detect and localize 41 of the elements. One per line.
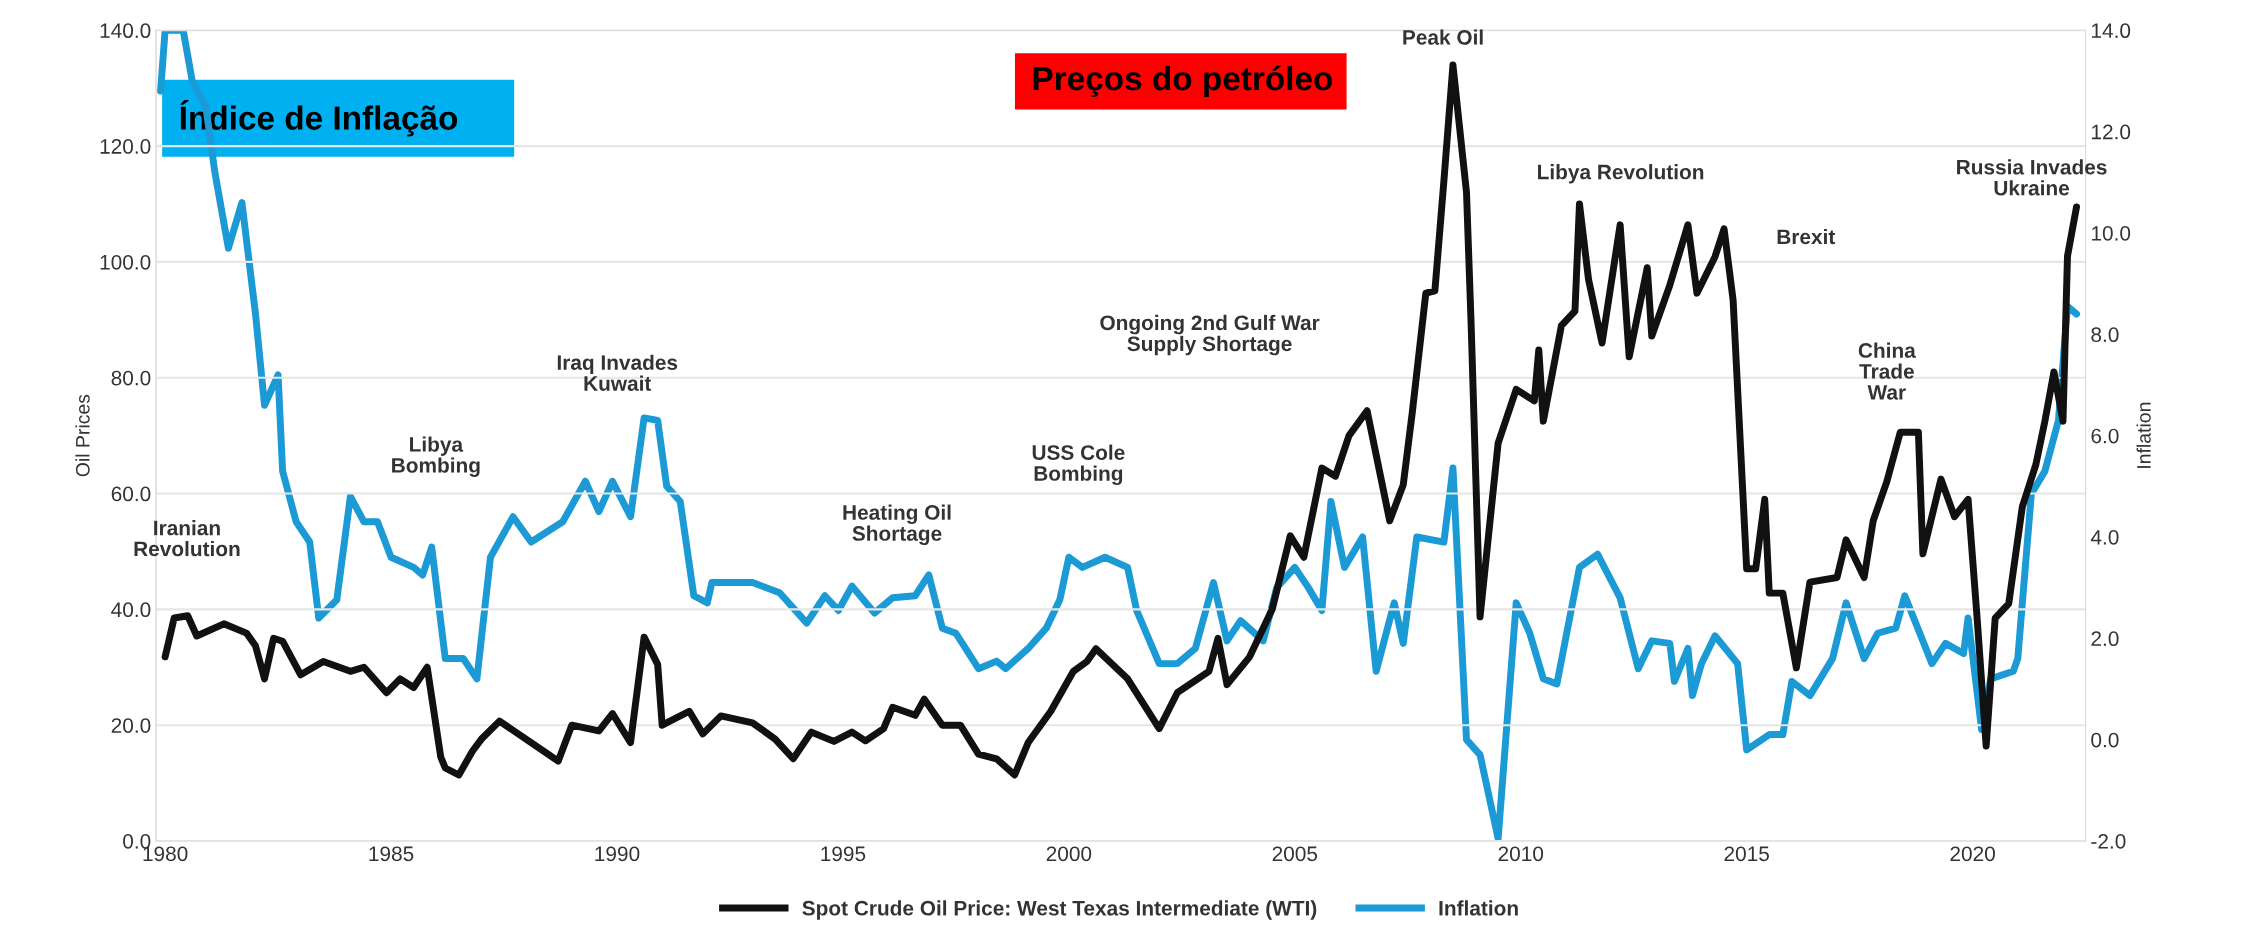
annotation: Brexit [1777,228,1836,245]
x-tick-label: 2005 [1272,846,1318,862]
x-tick-label: 1985 [369,846,414,862]
x-tick-label: 2010 [1498,846,1544,862]
y2-tick-label: 12.0 [2092,124,2131,140]
annotation: Índice de Inflação [180,100,458,137]
y2-tick-label: 10.0 [2092,225,2131,241]
y-tick-label: 120.0 [100,139,151,154]
y2-tick-label: -2.0 [2091,834,2126,849]
y2-tick-label: 4.0 [2090,529,2119,545]
annotation: Libya Bombing [392,436,480,477]
annotation: Iranian Revolution [134,520,240,557]
annotation: Preços do petróleo [1033,65,1333,98]
y2-axis-title: Inflation [2136,402,2151,468]
y-axis-title: Oil Prices [75,394,90,477]
y2-tick-label: 8.0 [2091,327,2119,343]
legend-label: Inflation [1439,900,1518,916]
y-tick-label: 80.0 [111,370,151,386]
annotation: China Trade War [1858,342,1916,400]
y-tick-label: 140.0 [100,23,151,39]
annotation: Heating Oil Shortage [843,504,951,546]
y-tick-label: 60.0 [111,486,151,502]
x-tick-label: 2020 [1950,846,1995,862]
y2-tick-label: 0.0 [2091,732,2119,748]
annotation: Peak Oil [1403,29,1483,45]
y2-tick-label: 2.0 [2091,631,2119,647]
y2-tick-label: 14.0 [2092,23,2131,39]
y-tick-label: 20.0 [111,718,151,733]
annotation: Libya Revolution [1538,164,1704,184]
x-tick-label: 1990 [595,846,640,862]
annotation: Russia Invades Ukraine [1957,159,2107,196]
x-tick-label: 1995 [821,846,866,862]
x-tick-label: 2015 [1724,846,1769,862]
y-tick-label: 100.0 [100,254,151,270]
annotation: Ongoing 2nd Gulf War Supply Shortage [1100,314,1320,356]
annotation: USS Cole Bombing [1032,444,1125,486]
annotation: Iraq Invades Kuwait [557,354,678,391]
y2-tick-label: 6.0 [2091,428,2119,444]
legend-label: Spot Crude Oil Price: West Texas Intermediate (WTI) [802,900,1317,920]
y-tick-label: 40.0 [111,602,151,618]
x-tick-label: 2000 [1046,846,1092,862]
